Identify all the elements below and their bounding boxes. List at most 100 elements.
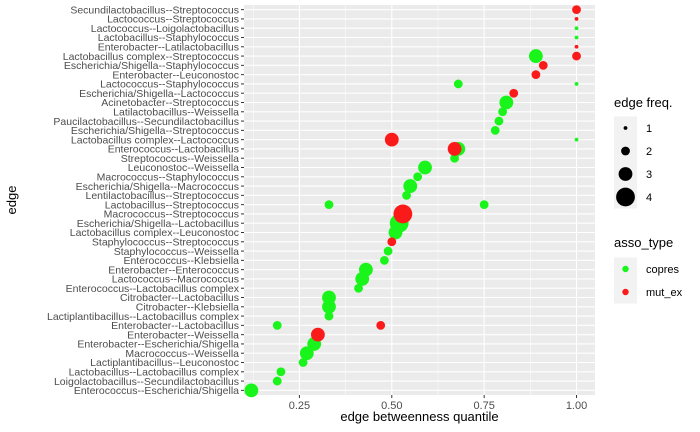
point-copres	[498, 107, 508, 117]
y-tick-label: Enterobacter--Weissella	[127, 329, 239, 341]
y-tick-label: Escherichia/Shigella--Macrococcus	[76, 181, 239, 193]
point-mut_ex	[310, 327, 325, 342]
y-tick-label: Secundilactobacillus--Streptococcus	[70, 4, 239, 16]
y-tick-label: Lactiplantibacillus--Lactobacillus compl…	[47, 311, 240, 323]
point-copres	[272, 376, 282, 386]
legend-size-label: 3	[646, 169, 652, 181]
y-tick-label: Enterococcus--Lactobacillus complex	[66, 283, 240, 295]
point-copres	[453, 79, 463, 89]
y-tick-label: Enterobacter--Leuconostoc	[112, 69, 239, 81]
point-mut_ex	[376, 320, 386, 330]
point-copres	[380, 255, 389, 265]
y-tick-label: Macrococcus--Streptococcus	[104, 209, 239, 221]
y-tick-label: Staphylococcus--Streptococcus	[92, 236, 239, 248]
y-tick-label: Lactobacillus complex--Lactococcus	[71, 134, 239, 146]
point-copres	[324, 311, 334, 321]
point-copres	[418, 160, 432, 175]
y-tick-label: Acinetobacter--Streptococcus	[101, 97, 239, 109]
y-tick-label: Macrococcus--Weissella	[125, 348, 239, 360]
point-copres	[272, 320, 282, 330]
y-tick-label: Paucilactobacillus--Secundilactobacillus	[53, 116, 239, 128]
y-tick-label: Lactococcus--Staphylococcus	[100, 79, 239, 91]
y-tick-label: Citrobacter--Klebsiella	[136, 301, 239, 313]
point-mut_ex	[531, 70, 541, 80]
data-points	[244, 5, 581, 398]
x-tick-label: 0.25	[289, 400, 310, 412]
point-copres	[574, 82, 579, 86]
grid-lines	[244, 5, 595, 395]
y-tick-label: Latilactobacillus--Weissella	[113, 106, 239, 118]
legend-size-label: 2	[646, 146, 652, 158]
y-tick-label: Enterobacter--Latilactobacillus	[98, 41, 239, 53]
y-tick-label: Macrococcus--Staphylococcus	[97, 171, 239, 183]
point-copres	[276, 367, 286, 377]
y-tick-label: Staphylococcus--Weissella	[114, 246, 239, 258]
point-copres	[574, 137, 579, 142]
point-copres	[499, 95, 514, 110]
y-tick-label: Escherichia/Shigella--Lactobacillus	[77, 218, 239, 230]
point-mut_ex	[572, 5, 581, 15]
legend-size-title: edge freq.	[614, 95, 673, 110]
y-tick-label: Lactobacillus--Lactobacillus complex	[69, 366, 240, 378]
legend-color-label: copres	[646, 264, 680, 276]
point-copres	[354, 283, 363, 293]
y-tick-label: Citrobacter--Lactobacillus	[120, 292, 239, 304]
legend-size-key	[621, 146, 630, 156]
point-copres	[450, 153, 459, 163]
point-copres	[494, 116, 504, 126]
point-mut_ex	[538, 60, 548, 70]
point-mut_ex	[509, 88, 519, 98]
legend-color-title: asso_type	[614, 235, 673, 250]
legend-color-label: mut_ex	[646, 287, 683, 299]
point-mut_ex	[574, 17, 579, 21]
point-copres	[355, 272, 370, 286]
x-tick-label: 0.75	[473, 400, 494, 412]
y-tick-labels: Secundilactobacillus--StreptococcusLacto…	[47, 4, 244, 397]
y-tick-label: Lactobacillus--Streptococcus	[105, 199, 239, 211]
y-tick-label: Lactobacillus complex--Leuconostoc	[70, 227, 239, 239]
point-copres	[403, 179, 418, 193]
y-tick-label: Lactobacillus--Staphylococcus	[98, 32, 239, 44]
point-copres	[490, 125, 500, 135]
y-tick-label: Lactococcus--Loigolactobacillus	[91, 23, 239, 35]
legend-size-key	[623, 126, 628, 130]
point-mut_ex	[574, 44, 579, 49]
y-tick-label: Enterobacter--Lactobacillus	[111, 320, 239, 332]
point-copres	[479, 200, 489, 210]
point-copres	[322, 299, 336, 314]
x-tick-label: 0.50	[381, 400, 402, 412]
y-tick-label: Lentilactobacillus--Streptococcus	[86, 190, 240, 202]
point-copres	[244, 383, 259, 398]
legend-size-key	[616, 187, 635, 207]
y-tick-label: Loigolactobacillus--Secundilactobacillus	[54, 376, 239, 388]
point-mut_ex	[572, 51, 581, 61]
x-axis-title: edge betweenness quantile	[340, 409, 498, 424]
point-copres	[574, 35, 579, 40]
point-mut_ex	[384, 132, 399, 147]
point-copres	[324, 200, 334, 210]
point-copres	[299, 346, 314, 361]
y-tick-label: Enterococcus--Escherichia/Shigella	[74, 385, 239, 397]
point-copres	[402, 190, 411, 200]
y-tick-label: Escherichia/Shigella--Staphylococcus	[64, 60, 239, 72]
y-tick-label: Lactobacillus complex--Streptococcus	[63, 51, 239, 63]
legend-color-key	[622, 288, 629, 296]
y-tick-label: Enterobacter--Enterococcus	[108, 264, 239, 276]
point-copres	[298, 358, 308, 367]
legend-size-label: 1	[646, 123, 652, 135]
point-copres	[528, 49, 543, 63]
point-copres	[388, 225, 403, 240]
point-mut_ex	[447, 142, 462, 156]
y-tick-label: Streptococcus--Weissella	[121, 153, 239, 165]
y-tick-label: Enterococcus--Lactobacillus	[108, 144, 239, 156]
plot-panel	[244, 5, 595, 395]
y-tick-label: Leuconostoc--Weissella	[128, 162, 239, 174]
y-tick-label: Lactococcus--Streptococcus	[107, 14, 239, 26]
y-tick-label: Lactococcus--Macrococcus	[112, 274, 239, 286]
y-axis-title: edge	[4, 186, 19, 215]
legend-color-key	[622, 265, 629, 273]
point-copres	[383, 246, 393, 256]
legend-size-key	[618, 167, 633, 181]
point-mut_ex	[393, 204, 413, 224]
